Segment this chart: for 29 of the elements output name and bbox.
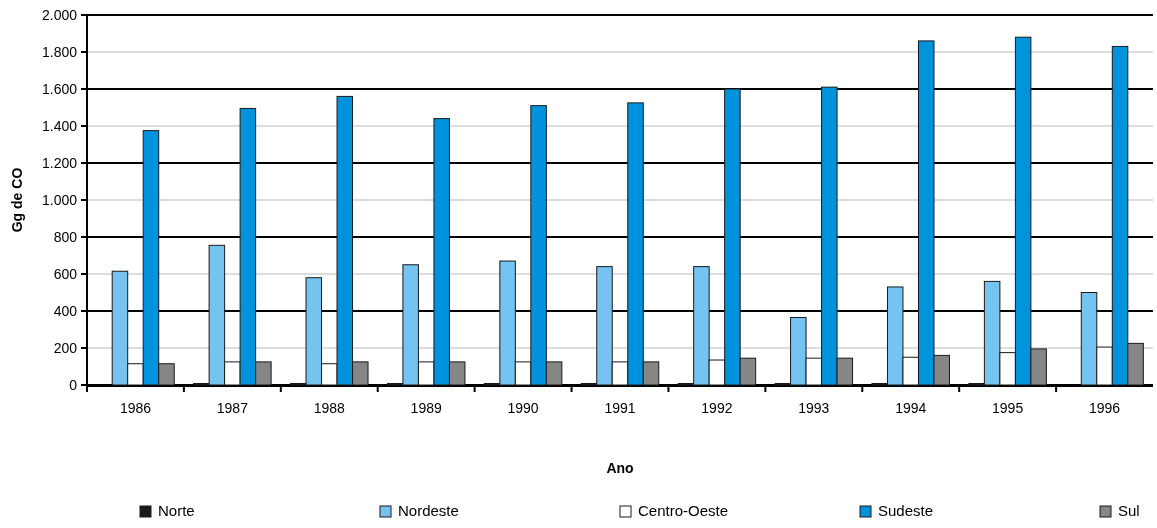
x-tick-label: 1992 — [701, 400, 733, 416]
legend-label: Nordeste — [398, 502, 459, 519]
x-tick-label: 1995 — [992, 400, 1024, 416]
y-tick-label: 1.200 — [41, 154, 78, 171]
y-tick-label: 400 — [53, 302, 78, 319]
y-tick-label: 200 — [53, 339, 78, 356]
legend-label: Sudeste — [878, 502, 934, 519]
x-tick-label: 1987 — [216, 400, 249, 416]
x-tick-label: 1993 — [798, 400, 830, 416]
x-tick-label: 1989 — [410, 400, 442, 416]
y-axis-title: Gg de CO — [9, 167, 25, 233]
y-tick-label: 1.600 — [41, 80, 78, 97]
x-tick-label: 1990 — [507, 400, 539, 416]
y-tick-label: 1.400 — [41, 117, 78, 134]
x-tick-label: 1996 — [1088, 400, 1121, 416]
x-tick-label: 1988 — [313, 400, 346, 416]
y-tick-label: 600 — [53, 265, 78, 282]
legend-label: Norte — [158, 502, 195, 519]
y-tick-label: 0 — [69, 376, 78, 393]
y-tick-label: 1.800 — [41, 43, 78, 60]
y-tick-label: 800 — [53, 228, 78, 245]
y-tick-label: 1.000 — [41, 191, 78, 208]
x-axis-title: Ano — [606, 460, 634, 476]
y-tick-label: 2.000 — [41, 6, 78, 23]
legend-label: Centro-Oeste — [638, 502, 729, 519]
x-tick-label: 1991 — [604, 400, 636, 416]
x-tick-label: 1986 — [119, 400, 152, 416]
x-tick-label: 1994 — [895, 400, 927, 416]
legend-label: Sul — [1118, 502, 1140, 519]
